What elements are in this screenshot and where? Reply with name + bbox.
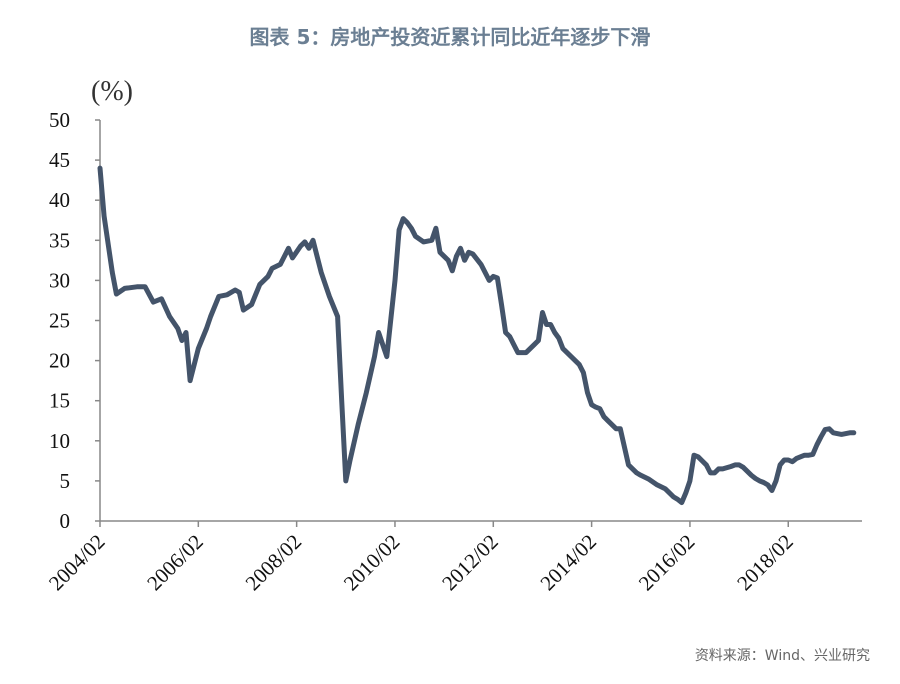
x-tick-label: 2014/02 — [535, 530, 601, 596]
x-tick-label: 2010/02 — [339, 530, 405, 596]
y-tick-label: 40 — [49, 188, 70, 212]
x-tick-label: 2008/02 — [241, 530, 307, 596]
y-tick-label: 50 — [49, 108, 70, 132]
y-tick-label: 45 — [49, 148, 70, 172]
data-line — [97, 165, 857, 506]
y-tick-label: 30 — [49, 268, 70, 292]
y-tick-label: 35 — [49, 228, 70, 252]
y-tick-label: 15 — [49, 389, 70, 413]
x-tick-label: 2012/02 — [437, 530, 503, 596]
source-note: 资料来源：Wind、兴业研究 — [695, 648, 870, 664]
chart-title: 图表 5：房地产投资近累计同比近年逐步下滑 — [250, 25, 651, 49]
x-tick-label: 2004/02 — [44, 530, 110, 596]
y-tick-label: 25 — [49, 309, 70, 333]
x-tick-label: 2006/02 — [142, 530, 208, 596]
y-tick-label: 5 — [60, 469, 71, 493]
y-tick-label: 0 — [60, 509, 71, 533]
y-tick-label: 20 — [49, 349, 70, 373]
x-tick-label: 2016/02 — [634, 530, 700, 596]
y-axis-label: (%) — [91, 76, 133, 107]
y-tick-label: 10 — [49, 429, 70, 453]
x-tick-label: 2018/02 — [732, 530, 798, 596]
